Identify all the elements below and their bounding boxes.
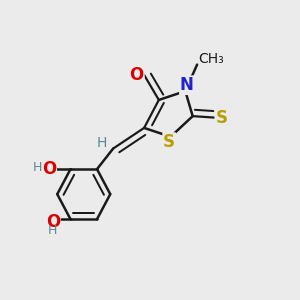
Text: CH₃: CH₃ <box>199 52 224 66</box>
Text: H: H <box>32 161 42 174</box>
Text: H: H <box>48 224 58 238</box>
Text: H: H <box>97 136 107 150</box>
Text: O: O <box>42 160 56 178</box>
Text: O: O <box>130 66 144 84</box>
Text: S: S <box>215 109 227 127</box>
Text: S: S <box>163 133 175 151</box>
Text: O: O <box>46 213 60 231</box>
Text: N: N <box>180 76 194 94</box>
